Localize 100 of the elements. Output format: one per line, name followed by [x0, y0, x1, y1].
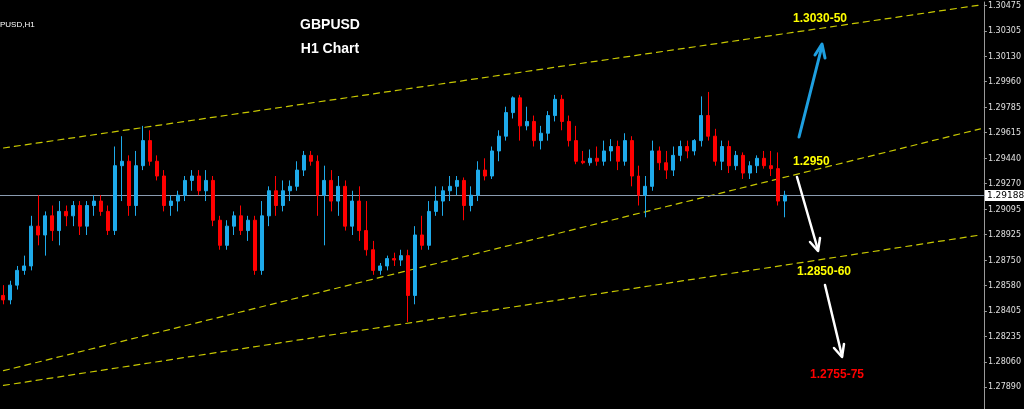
candlestick	[420, 215, 424, 251]
candlestick	[574, 125, 578, 165]
annotation: 1.2755-75	[810, 367, 865, 381]
annotation: 1.2950	[793, 154, 831, 168]
candlestick	[15, 265, 19, 291]
candlestick	[176, 190, 180, 212]
candlestick	[623, 132, 627, 167]
candlestick	[532, 115, 536, 148]
candlestick	[99, 194, 103, 217]
candlestick	[225, 219, 229, 251]
candlestick	[595, 146, 599, 167]
candlestick	[385, 255, 389, 271]
candlestick	[378, 262, 382, 276]
candlestick	[22, 255, 26, 276]
candlestick	[504, 106, 508, 142]
y-tick-label: 1.28750	[987, 255, 1022, 265]
candlestick	[469, 185, 473, 212]
candlestick	[769, 150, 773, 177]
candlestick	[609, 138, 613, 162]
candlestick	[50, 205, 54, 242]
candlestick	[637, 165, 640, 206]
y-tick-label: 1.28925	[987, 229, 1022, 239]
y-tick-label: 1.29270	[987, 178, 1022, 188]
text: GBPUSD	[300, 16, 360, 32]
candlestick	[511, 95, 515, 119]
candlestick	[1, 284, 5, 305]
candlestick	[678, 140, 682, 162]
candlestick	[371, 240, 375, 276]
candlestick	[29, 215, 33, 271]
candlestick	[309, 150, 313, 167]
candlestick	[274, 175, 278, 217]
candlestick	[190, 169, 194, 192]
candlestick	[490, 146, 494, 180]
candlestick	[776, 151, 780, 206]
candlestick	[392, 252, 396, 267]
candlestick	[448, 175, 452, 202]
candlestick	[476, 160, 480, 202]
candlestick	[399, 249, 403, 267]
candlestick	[671, 146, 675, 177]
candlestick	[748, 160, 752, 180]
candlestick	[239, 205, 243, 236]
candlestick	[106, 205, 110, 236]
candlestick	[204, 169, 208, 202]
candlestick	[762, 150, 766, 170]
candlestick	[134, 150, 138, 217]
candlestick	[71, 200, 75, 227]
candlestick	[78, 200, 82, 236]
candlestick	[197, 169, 201, 196]
y-tick-label: 1.29785	[987, 102, 1022, 112]
candlestick	[253, 215, 257, 276]
candlestick	[36, 194, 40, 246]
candlestick	[343, 179, 347, 232]
candlestick	[706, 91, 710, 142]
candlestick	[85, 200, 89, 236]
candlestick	[148, 129, 152, 167]
candlestick	[462, 176, 466, 221]
candlestick	[288, 179, 292, 202]
candlestick	[357, 185, 361, 242]
candlestick	[434, 185, 438, 217]
y-tick-label: 1.28060	[987, 357, 1022, 367]
y-tick-label: 1.29440	[987, 153, 1022, 163]
candlestick	[525, 106, 529, 131]
candlestick	[441, 185, 445, 217]
candlestick	[336, 175, 340, 217]
candlestick	[664, 150, 668, 180]
y-tick-label: 1.29095	[987, 204, 1022, 214]
y-tick-label: 1.28235	[987, 331, 1022, 341]
candlestick	[588, 148, 592, 167]
candlestick	[364, 200, 368, 257]
candlestick	[546, 110, 550, 142]
candlestick	[155, 154, 159, 181]
text: H1 Chart	[300, 40, 360, 56]
candlestick	[281, 179, 285, 212]
candlestick	[413, 225, 417, 305]
candlestick	[232, 210, 236, 236]
candlestick	[406, 249, 410, 323]
candlestick	[169, 194, 173, 217]
candlestick	[699, 95, 703, 148]
candlestick	[783, 190, 787, 218]
candlestick	[141, 125, 145, 171]
annotation: 1.3030-50	[793, 11, 848, 25]
candlestick	[43, 210, 47, 257]
candlestick	[497, 129, 501, 162]
candlestick	[246, 215, 250, 242]
y-tick-label: 1.27890	[987, 382, 1022, 392]
y-tick-label: 1.28405	[987, 306, 1022, 316]
candlestick	[518, 94, 522, 142]
y-tick-label: 1.30475	[987, 1, 1022, 11]
candlestick	[350, 190, 354, 236]
candlestick	[616, 140, 620, 171]
y-tick-label: 1.30305	[987, 26, 1022, 36]
candlestick	[643, 175, 647, 218]
candlestick	[162, 169, 166, 212]
candlestick	[713, 128, 717, 167]
candlestick	[120, 135, 124, 202]
candlestick	[581, 150, 585, 165]
candlestick	[295, 160, 299, 192]
candlestick	[483, 157, 487, 181]
candlestick	[113, 146, 117, 236]
candlestick	[685, 140, 689, 159]
